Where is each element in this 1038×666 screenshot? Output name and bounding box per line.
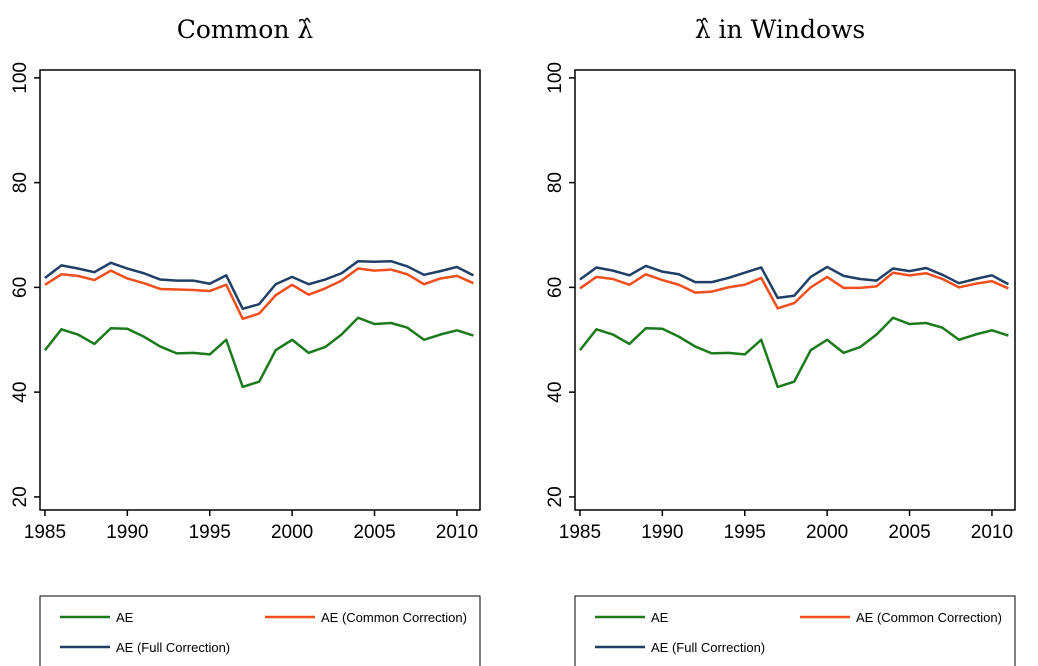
x-tick-label: 1985 bbox=[559, 522, 601, 543]
plot-frame bbox=[39, 69, 481, 511]
x-tick-label: 1990 bbox=[106, 522, 148, 543]
x-tick-label: 1985 bbox=[24, 522, 66, 543]
y-tick-label: 40 bbox=[10, 382, 31, 403]
series-line bbox=[579, 271, 1009, 310]
y-tick-label: 40 bbox=[545, 382, 566, 403]
series-line bbox=[44, 259, 474, 311]
y-tick-label: 60 bbox=[545, 277, 566, 298]
series-line bbox=[579, 264, 1010, 300]
y-tick-label: 60 bbox=[10, 277, 31, 298]
x-tick-label: 1995 bbox=[189, 522, 231, 543]
legend-label: AE (Full Correction) bbox=[116, 640, 230, 655]
legend-label: AE bbox=[116, 610, 134, 625]
y-tick-label: 20 bbox=[545, 486, 566, 507]
legend-label: AE (Full Correction) bbox=[651, 640, 765, 655]
x-tick-label: 2010 bbox=[971, 522, 1013, 543]
legend-label: AE (Common Correction) bbox=[321, 610, 467, 625]
y-tick-label: 100 bbox=[10, 62, 31, 94]
y-tick-label: 80 bbox=[10, 172, 31, 193]
x-tick-label: 1995 bbox=[724, 522, 766, 543]
legend-box bbox=[574, 595, 1016, 666]
x-tick-label: 2005 bbox=[353, 522, 395, 543]
x-tick-label: 2000 bbox=[806, 522, 848, 543]
legend-label: AE bbox=[651, 610, 669, 625]
x-tick-label: 2010 bbox=[436, 522, 478, 543]
chart-title: Common λ̂ bbox=[177, 15, 314, 44]
panel: Common λ̂ 20 40 60 80 100 1985 1990 1995 2000 2005… bbox=[10, 15, 481, 666]
chart-title: λ̂ in Windows bbox=[695, 15, 865, 44]
plot-frame bbox=[574, 69, 1016, 511]
x-tick-label: 2000 bbox=[271, 522, 313, 543]
series-line bbox=[578, 316, 1009, 389]
panel: λ̂ in Windows 20 40 60 80 100 1985 1990 1995 2000… bbox=[545, 15, 1016, 666]
series-line bbox=[44, 267, 474, 321]
y-tick-label: 20 bbox=[10, 486, 31, 507]
legend-label: AE (Common Correction) bbox=[856, 610, 1002, 625]
y-tick-label: 100 bbox=[545, 62, 566, 94]
y-tick-label: 80 bbox=[545, 172, 566, 193]
series-line bbox=[43, 316, 474, 389]
legend-box bbox=[39, 595, 481, 666]
x-tick-label: 1990 bbox=[641, 522, 683, 543]
x-tick-label: 2005 bbox=[888, 522, 930, 543]
